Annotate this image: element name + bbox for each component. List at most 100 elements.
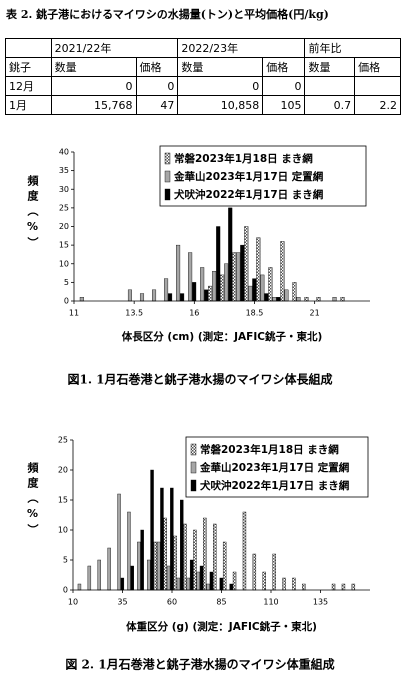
bar <box>340 297 345 302</box>
y-axis-label: 頻度（%） <box>26 462 39 539</box>
x-tick-label: 18.5 <box>246 309 264 318</box>
bar <box>196 571 200 591</box>
y-tick-label: 15 <box>59 241 69 250</box>
bar <box>252 278 257 302</box>
y-tick-label: 0 <box>64 297 69 306</box>
bar <box>160 487 164 591</box>
bar <box>304 297 309 302</box>
bar <box>280 241 285 302</box>
bar <box>256 237 261 302</box>
legend-label: 常磐2023年1月18日 まき網 <box>174 152 313 165</box>
bar <box>193 529 197 591</box>
legend-label: 犬吠沖2022年1月17日 まき網 <box>199 479 350 492</box>
bar <box>127 511 131 591</box>
y-tick-label: 30 <box>59 185 69 194</box>
legend-swatch <box>164 188 171 201</box>
x-tick-label: 85 <box>216 598 226 607</box>
bar <box>140 529 144 591</box>
column-header: 銚子 <box>5 57 52 77</box>
data-table: 2021/22年 2022/23年 前年比 銚子 数量 価格 数量 価格 数量 価格 12月 0 0 0 0… <box>5 38 401 115</box>
figure-caption: 図 2. 1月石巻港と銚子港水揚のマイワシ体重組成 <box>65 657 334 672</box>
bar <box>173 535 177 591</box>
bar <box>232 571 237 591</box>
bar <box>176 577 181 591</box>
bar <box>168 293 173 302</box>
x-tick-label: 10 <box>68 598 78 607</box>
bar <box>139 293 145 302</box>
bar <box>341 583 346 591</box>
legend-label: 金華山2023年1月17日 定置網 <box>173 170 324 183</box>
legend-swatch <box>190 461 197 474</box>
y-axis-label: 頻度（%） <box>26 175 39 252</box>
bar <box>260 274 265 302</box>
bar <box>292 577 296 591</box>
bar <box>292 282 297 302</box>
legend-label: 常磐2023年1月18日 まき網 <box>200 443 339 456</box>
bar <box>351 583 356 591</box>
bar <box>117 493 121 591</box>
y-tick-label: 40 <box>59 148 69 157</box>
y-tick-label: 25 <box>59 203 69 212</box>
bar <box>332 297 337 302</box>
bar <box>120 577 125 591</box>
bar <box>166 565 171 591</box>
x-tick-label: 110 <box>263 598 278 607</box>
x-tick-label: 135 <box>313 598 328 607</box>
legend-swatch <box>190 479 197 492</box>
bar <box>252 553 257 591</box>
y-tick-label: 5 <box>64 278 69 287</box>
x-axis-label: 体長区分 (cm) (測定：JAFIC銚子・東北) <box>122 330 323 343</box>
table-cell: 47 <box>135 95 179 115</box>
y-tick-label: 20 <box>58 466 68 475</box>
bar <box>170 487 174 591</box>
bar <box>164 278 169 302</box>
bar <box>302 583 306 591</box>
bar <box>180 499 184 591</box>
column-header: 価格 <box>262 57 306 77</box>
table-cell: 105 <box>262 95 306 115</box>
bar <box>107 547 111 591</box>
bar <box>272 553 276 591</box>
table-row: 1月 15,768 47 10,858 105 0.7 2.2 <box>5 95 401 115</box>
bar <box>189 559 194 591</box>
x-tick-label: 21 <box>310 309 320 318</box>
bar <box>208 285 213 302</box>
row-header: 1月 <box>5 95 52 115</box>
bar <box>216 226 221 302</box>
bar <box>224 263 229 302</box>
bar <box>192 282 197 302</box>
bar <box>276 297 281 302</box>
bar <box>262 571 266 591</box>
bar <box>268 267 273 302</box>
bar <box>127 289 132 302</box>
y-tick-label: 10 <box>58 526 68 535</box>
bar <box>188 252 193 302</box>
x-tick-label: 16 <box>189 309 199 318</box>
bar <box>248 285 253 302</box>
bar <box>130 565 134 591</box>
bar <box>204 289 209 302</box>
table-title: 表 2. 銚子港におけるマイワシの水揚量(トン)と平均価格(円/kg) <box>6 8 329 21</box>
bar <box>242 511 247 591</box>
bar <box>212 271 217 302</box>
bar <box>206 583 210 591</box>
y-tick-label: 10 <box>59 259 69 268</box>
y-tick-label: 15 <box>58 496 68 505</box>
bar <box>229 583 233 591</box>
table-cell: 10,858 <box>177 95 264 115</box>
bar <box>180 293 185 302</box>
bar <box>331 583 336 591</box>
x-tick-label: 11 <box>69 309 79 318</box>
figure-caption: 図1. 1月石巻港と銚子港水揚のマイワシ体長組成 <box>67 372 332 387</box>
bar <box>200 267 205 302</box>
y-tick-label: 0 <box>63 586 68 595</box>
bar <box>186 577 191 591</box>
y-tick-label: 20 <box>59 222 69 231</box>
bar <box>183 523 187 591</box>
x-tick-label: 60 <box>167 598 177 607</box>
legend-box <box>159 145 367 207</box>
bar <box>163 517 167 591</box>
y-tick-label: 35 <box>59 166 69 175</box>
